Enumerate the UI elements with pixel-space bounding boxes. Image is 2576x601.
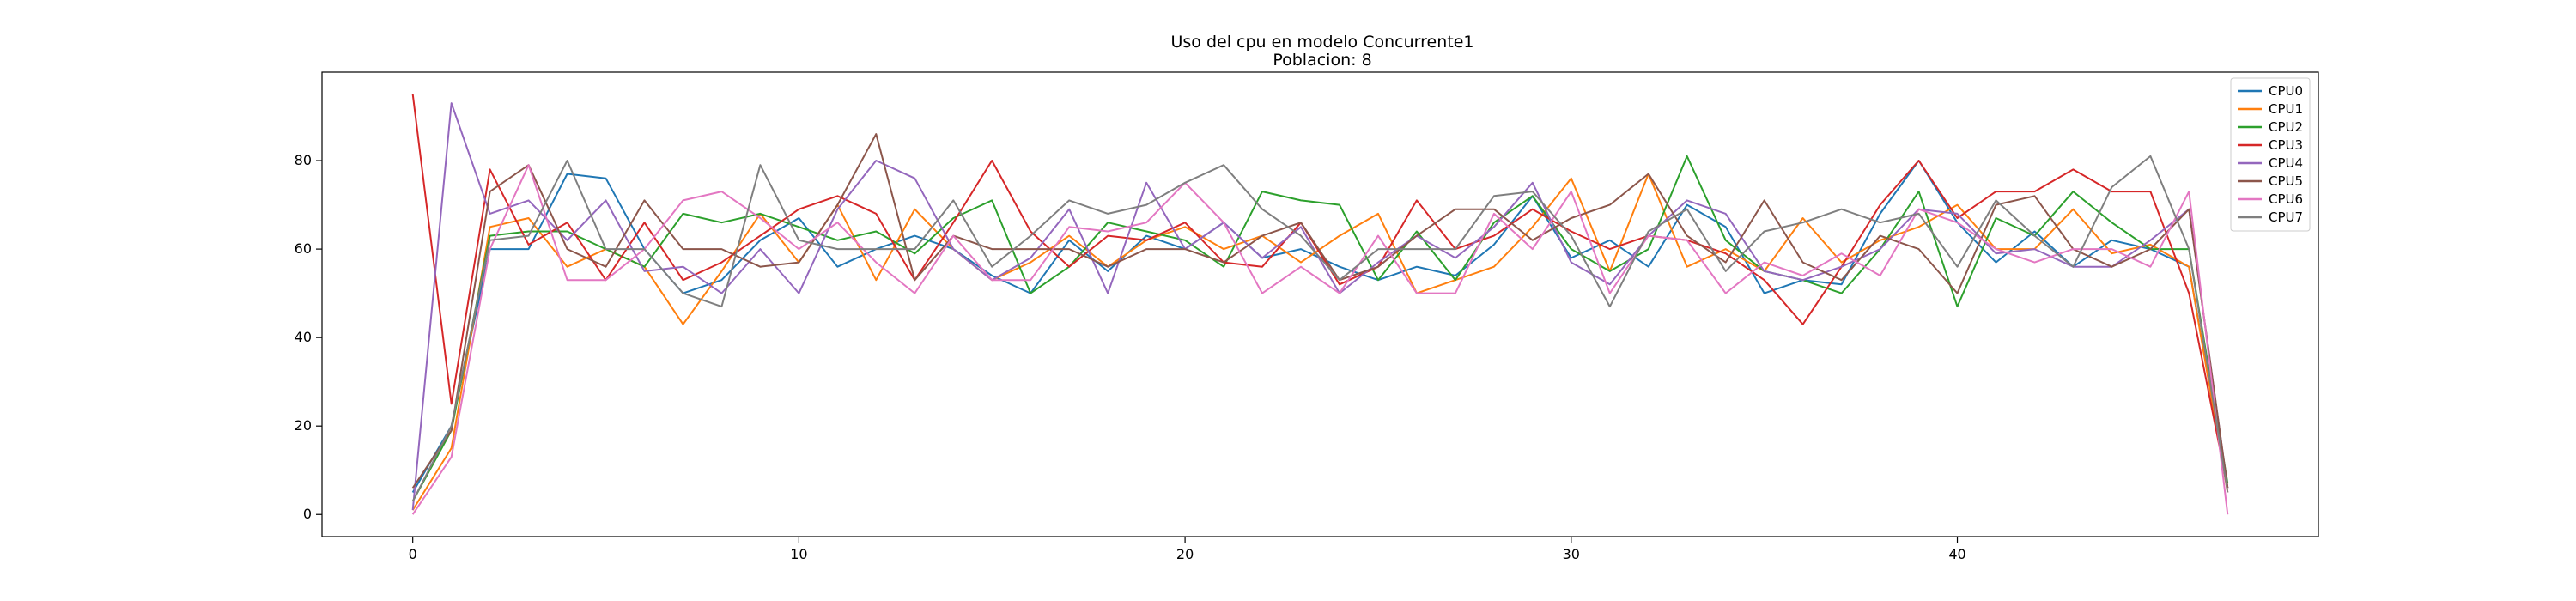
legend-label-cpu3: CPU3 [2269, 137, 2303, 153]
x-axis: 0 10 20 30 40 [409, 537, 1966, 562]
x-tick-label: 40 [1948, 546, 1965, 562]
y-tick-label: 20 [295, 417, 312, 434]
series-line-cpu3 [411, 94, 2229, 489]
legend-label-cpu7: CPU7 [2269, 209, 2303, 225]
legend-label-cpu6: CPU6 [2269, 191, 2303, 207]
legend-label-cpu5: CPU5 [2269, 173, 2303, 189]
x-tick-label: 10 [790, 546, 807, 562]
legend-label-cpu1: CPU1 [2269, 101, 2303, 117]
series-line-cpu2 [411, 155, 2229, 502]
series-line-cpu5 [411, 133, 2229, 489]
legend-label-cpu0: CPU0 [2269, 83, 2303, 99]
chart-subtitle: Poblacion: 8 [1273, 51, 1371, 70]
series-line-cpu6 [411, 164, 2229, 515]
x-tick-label: 20 [1176, 546, 1194, 562]
y-tick-label: 40 [295, 329, 312, 345]
series-line-cpu1 [411, 173, 2229, 511]
chart-title: Uso del cpu en modelo Concurrente1 [1171, 33, 1474, 52]
plot-area [321, 71, 2319, 537]
series-line-cpu0 [411, 160, 2229, 494]
legend: CPU0 CPU1 CPU2 CPU3 CPU4 CPU5 CPU6 CPU7 [2230, 77, 2311, 232]
y-tick-label: 80 [295, 152, 312, 168]
series-layer [411, 94, 2229, 515]
legend-label-cpu4: CPU4 [2269, 155, 2303, 171]
legend-label-cpu2: CPU2 [2269, 119, 2303, 135]
y-tick-label: 60 [295, 240, 312, 257]
y-tick-label: 0 [303, 506, 312, 522]
series-line-cpu4 [411, 102, 2229, 511]
series-line-cpu7 [411, 155, 2229, 502]
legend-box [2230, 77, 2311, 232]
x-tick-label: 30 [1563, 546, 1580, 562]
y-axis: 0 20 40 60 80 [295, 152, 322, 522]
x-tick-label: 0 [409, 546, 417, 562]
